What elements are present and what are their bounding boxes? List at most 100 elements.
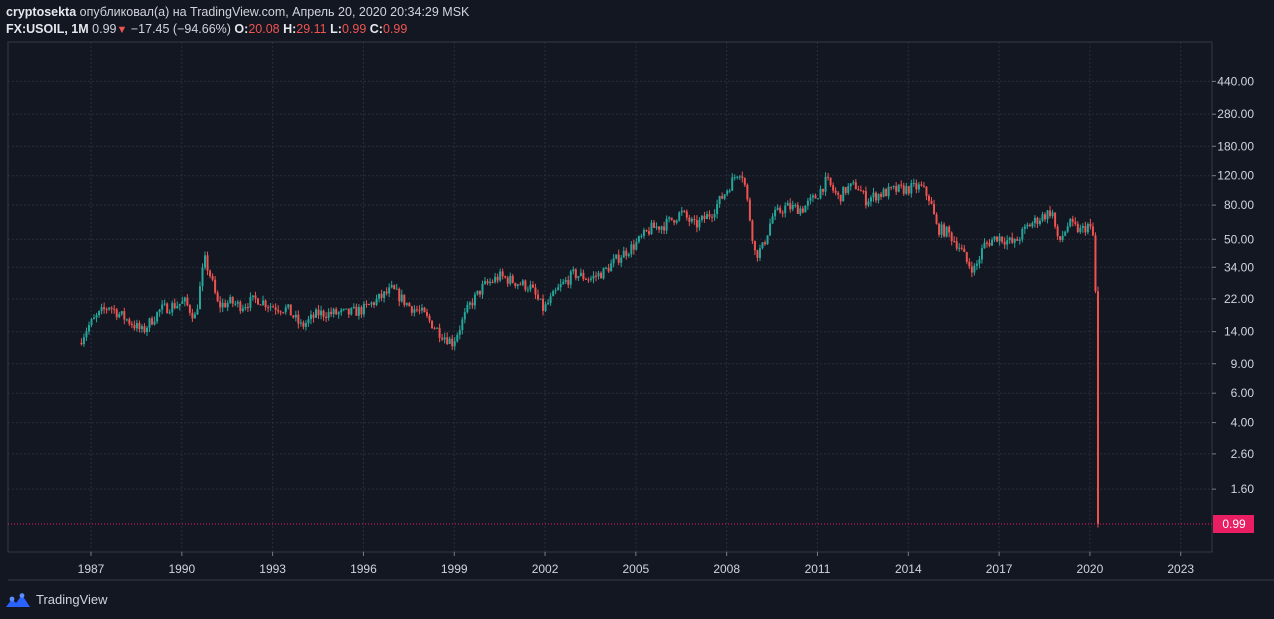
candle-body [309, 314, 312, 320]
candle-body [642, 229, 645, 236]
x-tick-label: 1990 [168, 562, 195, 576]
candle-body [668, 217, 671, 219]
tradingview-brand[interactable]: TradingView [6, 592, 108, 607]
candle-body [799, 208, 802, 214]
candle-body [897, 184, 900, 192]
candle-body [1086, 223, 1089, 233]
candle-body [647, 231, 650, 235]
candle-body [322, 310, 325, 317]
candle-body [524, 280, 527, 290]
y-tick-label: 9.00 [1231, 357, 1255, 371]
candle-body [630, 244, 633, 255]
candle-body [209, 270, 212, 277]
candle-body [718, 196, 721, 205]
candle-body [458, 329, 461, 335]
candle-body [670, 217, 673, 221]
candle-body [365, 303, 368, 305]
candle-body [123, 311, 126, 320]
candle-body [451, 338, 454, 347]
candle-body [128, 319, 131, 324]
candle-body [1013, 238, 1016, 243]
candle-body [153, 321, 156, 325]
candle-body [456, 334, 459, 342]
candle-body [1006, 240, 1009, 245]
candle-body [284, 307, 287, 313]
candle-body [814, 195, 817, 199]
x-tick-label: 1996 [350, 562, 377, 576]
candle-body [632, 244, 635, 250]
candle-body [877, 193, 880, 201]
candle-body [350, 308, 353, 315]
y-tick-label: 34.00 [1224, 260, 1254, 274]
candle-body [468, 302, 471, 305]
candle-body [390, 285, 393, 288]
x-tick-label: 2011 [805, 562, 831, 576]
candle-body [917, 184, 920, 190]
x-tick-label: 1993 [259, 562, 286, 576]
candle-body [789, 203, 792, 210]
candle-body [968, 261, 971, 267]
candle-body [403, 294, 406, 305]
candle-body [549, 296, 552, 303]
candle-body [224, 302, 227, 308]
candle-body [653, 222, 656, 228]
candle-body [774, 209, 777, 217]
candle-body [736, 176, 739, 178]
candle-body [940, 224, 943, 235]
candle-body [453, 341, 456, 347]
high-value: 29.11 [296, 22, 327, 36]
candle-body [806, 200, 809, 206]
candle-body [120, 311, 123, 315]
candle-body [625, 250, 628, 256]
candle-body [186, 297, 189, 306]
candle-body [728, 190, 731, 192]
candle-body [902, 185, 905, 194]
candle-body [135, 323, 138, 329]
candle-body [552, 291, 555, 297]
y-tick-label: 180.00 [1217, 139, 1254, 153]
candle-body [922, 185, 925, 187]
candle-body [554, 290, 557, 292]
candle-body [579, 272, 582, 277]
candle-body [1081, 226, 1084, 228]
candle-body [776, 207, 779, 210]
candle-body [443, 337, 446, 340]
candle-body [478, 290, 481, 295]
candle-body [251, 295, 254, 297]
candle-body [327, 311, 330, 319]
low-value: 0.99 [341, 22, 367, 36]
candle-body [983, 242, 986, 249]
candle-body [158, 309, 161, 313]
author-name[interactable]: cryptosekta [6, 5, 77, 19]
candle-body [393, 285, 396, 289]
candle-body [1096, 291, 1099, 524]
candle-body [905, 186, 908, 194]
candle-body [299, 322, 302, 324]
candle-body [1059, 236, 1062, 240]
candle-body [655, 226, 658, 228]
candle-body [975, 263, 978, 266]
candle-body [516, 284, 519, 287]
candle-body [113, 308, 116, 310]
candle-body [832, 185, 835, 191]
candle-body [148, 318, 151, 328]
candle-body [499, 271, 502, 281]
close-value: 0.99 [382, 22, 408, 36]
candle-body [244, 306, 247, 309]
candle-body [178, 303, 181, 306]
candle-body [854, 182, 857, 190]
candle-body [352, 306, 355, 309]
last-price-tag-label: 0.99 [1222, 517, 1246, 531]
candle-body [1041, 214, 1044, 221]
candle-body [277, 309, 280, 312]
candle-body [1031, 223, 1034, 227]
candle-body [1018, 239, 1021, 241]
candle-body [731, 177, 734, 191]
candle-body [842, 187, 845, 202]
candle-body [264, 300, 267, 308]
candle-body [1056, 226, 1059, 237]
candle-body [486, 281, 489, 284]
close-label: C: [369, 22, 383, 36]
candle-body [274, 307, 277, 310]
